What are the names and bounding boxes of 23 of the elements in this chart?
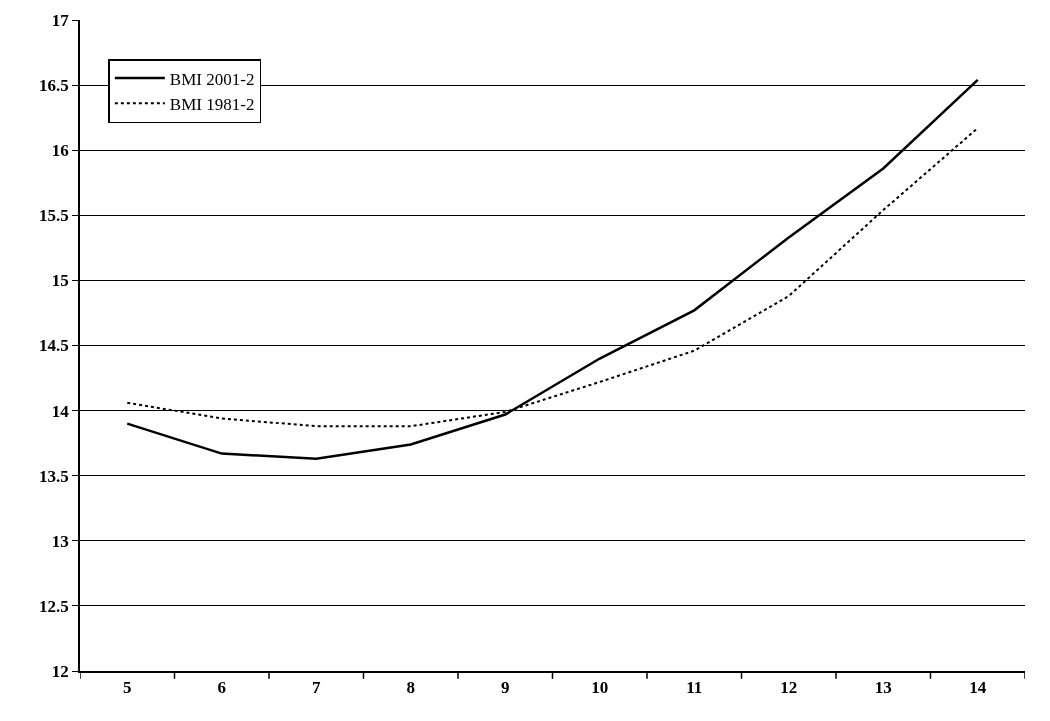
- legend-label: BMI 2001-2: [169, 69, 255, 89]
- x-tick-label: 9: [501, 678, 510, 698]
- x-tick-label: 8: [406, 678, 415, 698]
- y-tick-label: 16: [51, 141, 69, 161]
- x-tick-label: 10: [591, 678, 609, 698]
- y-tick-label: 12: [51, 661, 69, 681]
- y-tick-label: 14: [51, 401, 70, 421]
- x-tick-label: 11: [686, 678, 703, 698]
- y-tick-label: 16.5: [39, 76, 69, 96]
- y-tick-label: 12.5: [39, 596, 69, 616]
- y-tick-label: 15.5: [39, 206, 69, 226]
- x-tick-label: 13: [874, 678, 892, 698]
- y-tick-label: 17: [51, 10, 70, 30]
- x-tick-label: 14: [969, 678, 987, 698]
- x-tick-label: 5: [123, 678, 132, 698]
- x-tick-label: 12: [780, 678, 798, 698]
- y-tick-label: 13.5: [39, 466, 69, 486]
- y-tick-label: 13: [51, 531, 69, 551]
- y-tick-label: 15: [51, 271, 69, 291]
- legend-label: BMI 1981-2: [169, 94, 255, 114]
- x-tick-label: 7: [312, 678, 321, 698]
- x-tick-label: 6: [217, 678, 226, 698]
- y-tick-label: 14.5: [39, 336, 69, 356]
